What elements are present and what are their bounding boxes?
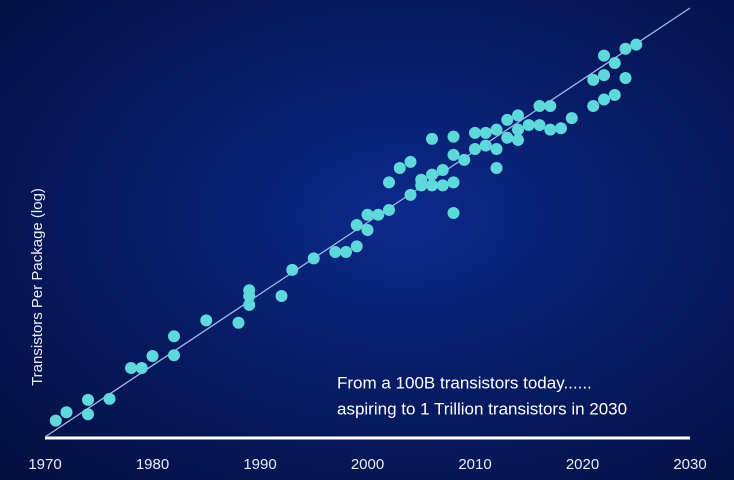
data-point bbox=[426, 132, 438, 145]
data-point bbox=[544, 123, 557, 136]
data-point bbox=[598, 93, 610, 106]
data-point bbox=[447, 176, 460, 189]
data-point bbox=[447, 207, 460, 220]
data-point bbox=[329, 246, 342, 259]
data-point bbox=[501, 131, 514, 144]
data-point bbox=[630, 38, 643, 51]
data-point bbox=[350, 240, 363, 253]
x-tick-label: 2030 bbox=[673, 456, 706, 473]
data-point bbox=[135, 362, 148, 375]
data-point bbox=[60, 406, 73, 419]
annotation: aspiring to 1 Trillion transistors in 20… bbox=[337, 399, 627, 418]
data-point bbox=[533, 99, 546, 112]
data-point bbox=[415, 173, 428, 186]
data-point bbox=[436, 179, 449, 192]
x-tick-label: 2000 bbox=[351, 456, 384, 473]
data-point bbox=[340, 246, 352, 259]
data-point bbox=[479, 126, 492, 139]
data-point bbox=[404, 188, 417, 201]
data-point bbox=[361, 224, 374, 237]
data-point bbox=[168, 349, 180, 362]
data-point bbox=[587, 73, 600, 86]
data-point bbox=[512, 134, 524, 147]
data-point bbox=[426, 168, 438, 181]
data-point bbox=[490, 161, 503, 174]
data-point bbox=[200, 314, 213, 327]
data-point bbox=[393, 161, 406, 174]
data-point bbox=[447, 130, 460, 143]
data-point bbox=[82, 408, 94, 421]
data-point bbox=[598, 69, 610, 82]
data-point bbox=[243, 289, 256, 302]
data-point bbox=[501, 113, 514, 126]
data-point bbox=[307, 252, 320, 265]
x-tick-label: 1990 bbox=[243, 456, 276, 473]
data-point bbox=[490, 123, 503, 136]
data-point bbox=[512, 123, 524, 136]
data-point bbox=[168, 330, 180, 343]
data-point bbox=[544, 99, 557, 112]
data-point bbox=[275, 289, 288, 302]
data-point bbox=[598, 49, 610, 62]
data-point bbox=[479, 139, 492, 152]
x-tick-label: 1980 bbox=[136, 456, 169, 473]
data-point bbox=[49, 414, 62, 427]
data-point bbox=[243, 298, 256, 311]
data-point bbox=[103, 392, 116, 405]
data-point bbox=[619, 42, 632, 55]
data-point bbox=[404, 155, 417, 168]
trend-line bbox=[44, 7, 691, 438]
data-point bbox=[82, 393, 94, 406]
data-point bbox=[533, 119, 546, 132]
data-point bbox=[555, 122, 567, 135]
data-point bbox=[426, 179, 438, 192]
data-point bbox=[372, 208, 385, 221]
x-tick-label: 1970 bbox=[28, 456, 61, 473]
data-point bbox=[587, 99, 600, 112]
x-tick-label: 2020 bbox=[566, 456, 599, 473]
data-point bbox=[619, 71, 632, 84]
data-point bbox=[232, 316, 245, 329]
data-point bbox=[383, 176, 395, 189]
data-point bbox=[125, 362, 137, 375]
data-point bbox=[469, 126, 481, 139]
y-axis-label: Transistors Per Package (log) bbox=[29, 188, 46, 386]
data-point bbox=[350, 219, 363, 232]
data-point bbox=[436, 163, 449, 176]
data-point bbox=[565, 112, 578, 125]
data-point bbox=[608, 88, 621, 101]
data-point bbox=[361, 208, 374, 221]
data-point bbox=[512, 109, 524, 122]
data-point bbox=[490, 143, 503, 156]
data-point bbox=[146, 350, 159, 363]
data-point bbox=[458, 153, 471, 166]
data-point bbox=[383, 203, 395, 216]
annotation: From a 100B transistors today...... bbox=[337, 373, 592, 392]
data-point bbox=[286, 263, 299, 276]
x-tick-label: 2010 bbox=[458, 456, 491, 473]
data-point bbox=[608, 57, 621, 70]
data-point bbox=[469, 143, 481, 156]
data-point bbox=[522, 119, 535, 132]
data-point bbox=[447, 148, 460, 161]
